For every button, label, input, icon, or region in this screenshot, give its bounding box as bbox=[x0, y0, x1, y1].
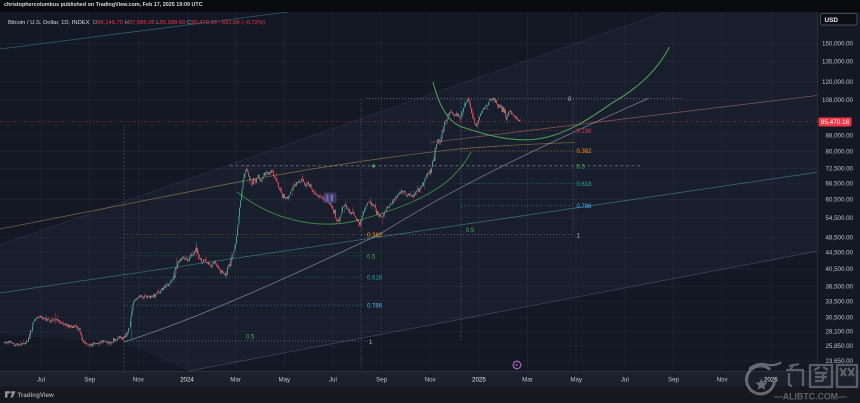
svg-text:Mar: Mar bbox=[522, 376, 533, 383]
svg-text:80,000.00: 80,000.00 bbox=[825, 149, 853, 156]
svg-text:Mar: Mar bbox=[230, 376, 241, 383]
svg-text:Jul: Jul bbox=[37, 376, 45, 383]
svg-text:Jul: Jul bbox=[329, 376, 337, 383]
svg-text:Sep: Sep bbox=[668, 376, 680, 383]
svg-text:66,500.00: 66,500.00 bbox=[825, 180, 853, 187]
svg-text:33,500.00: 33,500.00 bbox=[825, 298, 853, 305]
svg-text:54,500.00: 54,500.00 bbox=[825, 215, 853, 222]
svg-text:88,000.00: 88,000.00 bbox=[825, 132, 853, 139]
svg-text:28,100.00: 28,100.00 bbox=[825, 329, 853, 336]
svg-text:25,850.00: 25,850.00 bbox=[825, 343, 853, 350]
svg-text:Nov: Nov bbox=[133, 376, 145, 383]
svg-text:Sep: Sep bbox=[84, 376, 96, 383]
svg-text:0.5: 0.5 bbox=[246, 335, 255, 341]
svg-text:May: May bbox=[570, 376, 583, 383]
svg-text:—ALIBTC.COM—: —ALIBTC.COM— bbox=[774, 392, 847, 402]
svg-text:30,500.00: 30,500.00 bbox=[825, 315, 853, 322]
svg-text:1: 1 bbox=[369, 340, 373, 346]
svg-text:Jul: Jul bbox=[621, 376, 629, 383]
svg-text:2025: 2025 bbox=[472, 376, 486, 383]
svg-text:95,470.16: 95,470.16 bbox=[821, 119, 850, 126]
svg-text:120,000.00: 120,000.00 bbox=[822, 79, 854, 86]
svg-text:USD: USD bbox=[825, 17, 839, 24]
svg-text:1: 1 bbox=[577, 233, 581, 239]
svg-text:0.618: 0.618 bbox=[577, 182, 593, 188]
svg-text:135,000.00: 135,000.00 bbox=[822, 59, 854, 66]
svg-text:2024: 2024 bbox=[180, 376, 194, 383]
svg-text:40,500.00: 40,500.00 bbox=[825, 266, 853, 273]
svg-text:44,500.00: 44,500.00 bbox=[825, 250, 853, 257]
svg-text:2026: 2026 bbox=[764, 376, 778, 383]
svg-text:Sep: Sep bbox=[376, 376, 388, 383]
svg-text:0.5: 0.5 bbox=[577, 165, 586, 171]
svg-text:48,500.00: 48,500.00 bbox=[825, 235, 853, 242]
svg-text:0.382: 0.382 bbox=[367, 233, 383, 239]
svg-text:0.382: 0.382 bbox=[577, 149, 593, 155]
svg-text:23,650.00: 23,650.00 bbox=[825, 358, 853, 365]
svg-text:0.236: 0.236 bbox=[577, 129, 593, 135]
svg-text:72,500.00: 72,500.00 bbox=[825, 166, 853, 173]
svg-text:Nov: Nov bbox=[425, 376, 437, 383]
svg-text:150,000.00: 150,000.00 bbox=[822, 40, 854, 47]
svg-text:Nov: Nov bbox=[717, 376, 729, 383]
svg-text:May: May bbox=[278, 376, 291, 383]
svg-text:0.786: 0.786 bbox=[367, 304, 383, 310]
svg-text:36,500.00: 36,500.00 bbox=[825, 284, 853, 291]
svg-text:0: 0 bbox=[568, 97, 572, 103]
svg-text:0.618: 0.618 bbox=[367, 276, 383, 282]
svg-text:60,500.00: 60,500.00 bbox=[825, 197, 853, 204]
svg-text:TradingView: TradingView bbox=[18, 392, 55, 399]
svg-text:0.786: 0.786 bbox=[577, 204, 593, 210]
svg-text:0.5: 0.5 bbox=[367, 254, 376, 260]
svg-text:108,000.00: 108,000.00 bbox=[822, 97, 854, 104]
svg-text:0.5: 0.5 bbox=[466, 228, 475, 234]
